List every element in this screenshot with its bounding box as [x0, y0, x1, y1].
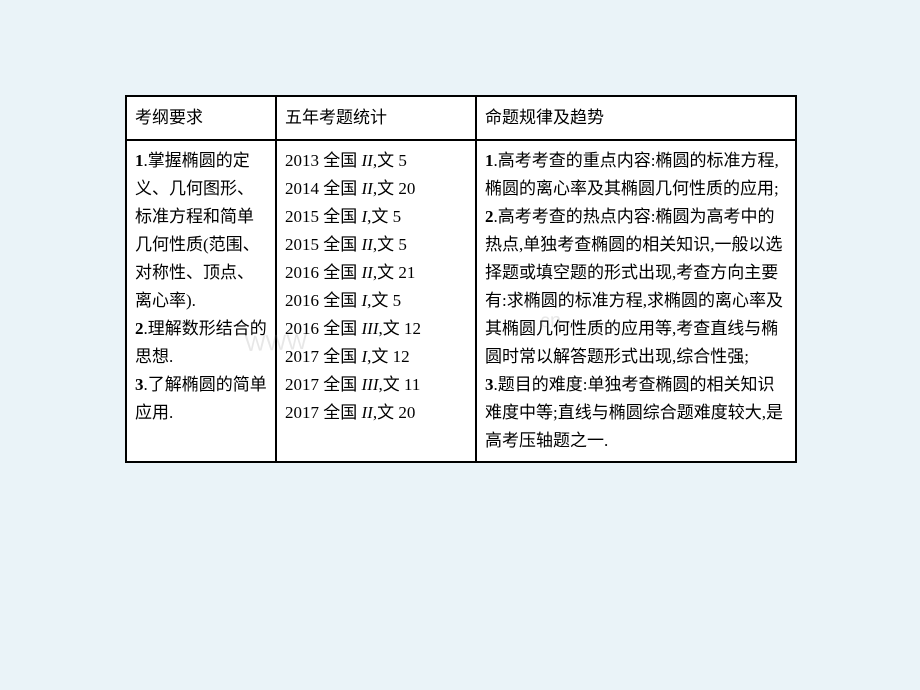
exam-stat-line: 2014 全国 II,文 20 — [285, 175, 467, 203]
exam-stat-line: 2016 全国 II,文 21 — [285, 259, 467, 287]
table-body-row: 1.掌握椭圆的定义、几何图形、标准方程和简单几何性质(范围、对称性、顶点、离心率… — [126, 140, 796, 463]
exam-stat-line: 2016 全国 III,文 12 — [285, 315, 467, 343]
cell-requirements: 1.掌握椭圆的定义、几何图形、标准方程和简单几何性质(范围、对称性、顶点、离心率… — [126, 140, 276, 463]
cell-stats: 2013 全国 II,文 52014 全国 II,文 202015 全国 I,文… — [276, 140, 476, 463]
trend-item: 1.高考考查的重点内容:椭圆的标准方程,椭圆的离心率及其椭圆几何性质的应用; — [485, 147, 787, 203]
requirement-item: 2.理解数形结合的思想. — [135, 315, 267, 371]
exam-stat-line: 2017 全国 III,文 11 — [285, 371, 467, 399]
table-header-row: 考纲要求 五年考题统计 命题规律及趋势 — [126, 96, 796, 140]
header-trends: 命题规律及趋势 — [476, 96, 796, 140]
exam-stat-line: 2015 全国 I,文 5 — [285, 203, 467, 231]
exam-stat-line: 2017 全国 II,文 20 — [285, 399, 467, 427]
exam-stat-line: 2015 全国 II,文 5 — [285, 231, 467, 259]
requirement-item: 1.掌握椭圆的定义、几何图形、标准方程和简单几何性质(范围、对称性、顶点、离心率… — [135, 147, 267, 315]
trend-item: 3.题目的难度:单独考查椭圆的相关知识难度中等;直线与椭圆综合题难度较大,是高考… — [485, 371, 787, 455]
header-stats: 五年考题统计 — [276, 96, 476, 140]
trend-item: 2.高考考查的热点内容:椭圆为高考中的热点,单独考查椭圆的相关知识,一般以选择题… — [485, 203, 787, 371]
cell-trends: 1.高考考查的重点内容:椭圆的标准方程,椭圆的离心率及其椭圆几何性质的应用;2.… — [476, 140, 796, 463]
exam-stat-line: 2016 全国 I,文 5 — [285, 287, 467, 315]
exam-stat-line: 2017 全国 I,文 12 — [285, 343, 467, 371]
requirement-item: 3.了解椭圆的简单应用. — [135, 371, 267, 427]
syllabus-table: 考纲要求 五年考题统计 命题规律及趋势 1.掌握椭圆的定义、几何图形、标准方程和… — [125, 95, 797, 463]
header-requirements: 考纲要求 — [126, 96, 276, 140]
syllabus-table-container: 考纲要求 五年考题统计 命题规律及趋势 1.掌握椭圆的定义、几何图形、标准方程和… — [125, 95, 795, 463]
exam-stat-line: 2013 全国 II,文 5 — [285, 147, 467, 175]
